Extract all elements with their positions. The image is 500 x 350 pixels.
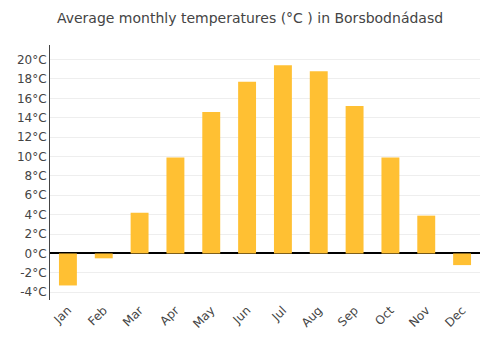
svg-text:10°C: 10°C: [17, 150, 47, 164]
svg-text:14°C: 14°C: [17, 111, 47, 125]
svg-text:0°C: 0°C: [25, 247, 47, 261]
svg-text:Sep: Sep: [335, 303, 361, 329]
svg-text:Jan: Jan: [51, 303, 75, 327]
svg-text:Jun: Jun: [230, 303, 254, 327]
svg-text:Feb: Feb: [85, 303, 110, 328]
svg-text:Jul: Jul: [268, 303, 289, 324]
svg-text:8°C: 8°C: [25, 169, 47, 183]
svg-text:Oct: Oct: [372, 303, 397, 328]
svg-text:20°C: 20°C: [17, 53, 47, 67]
svg-text:-4°C: -4°C: [20, 285, 46, 299]
svg-text:Dec: Dec: [442, 303, 468, 329]
svg-text:-2°C: -2°C: [20, 266, 46, 280]
svg-text:Average monthly temperatures (: Average monthly temperatures (°C ) in Bo…: [57, 10, 443, 26]
svg-text:Apr: Apr: [157, 303, 182, 328]
svg-text:Nov: Nov: [406, 303, 432, 329]
svg-text:4°C: 4°C: [25, 208, 47, 222]
svg-text:18°C: 18°C: [17, 72, 47, 86]
svg-text:May: May: [190, 303, 217, 330]
svg-text:12°C: 12°C: [17, 130, 47, 144]
svg-text:16°C: 16°C: [17, 92, 47, 106]
svg-text:Mar: Mar: [120, 303, 146, 329]
svg-text:Aug: Aug: [299, 303, 325, 329]
svg-text:2°C: 2°C: [25, 227, 47, 241]
svg-text:6°C: 6°C: [25, 188, 47, 202]
